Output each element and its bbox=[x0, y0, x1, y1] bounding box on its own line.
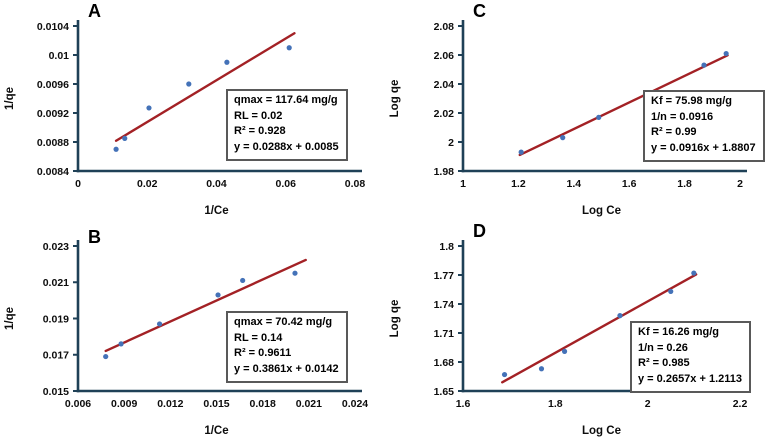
annotation-line-r2: R² = 0.928 bbox=[234, 125, 286, 138]
svg-text:0.021: 0.021 bbox=[43, 277, 69, 289]
annotation-line-rl: RL = 0.14 bbox=[234, 331, 283, 344]
svg-text:Log Ce: Log Ce bbox=[582, 205, 621, 217]
svg-text:Log Ce: Log Ce bbox=[582, 425, 621, 437]
svg-text:2.06: 2.06 bbox=[434, 50, 455, 62]
panel-b-label: B bbox=[88, 227, 101, 247]
panel-c-annotation-box: Kf = 75.98 mg/g 1/n = 0.0916 R² = 0.99 y… bbox=[643, 90, 765, 163]
svg-text:1.4: 1.4 bbox=[566, 178, 581, 190]
annotation-line-equation: y = 0.0288x + 0.0085 bbox=[234, 140, 339, 153]
panel-a-plot: 0.0084 0.0088 0.0092 0.0096 0.01 0.0104 0 0.02 0… bbox=[4, 20, 366, 217]
svg-text:1.98: 1.98 bbox=[434, 166, 455, 178]
svg-text:1.8: 1.8 bbox=[548, 398, 563, 410]
svg-text:2.2: 2.2 bbox=[733, 398, 748, 410]
panel-d-annotation-box: Kf = 16.26 mg/g 1/n = 0.26 R² = 0.985 y … bbox=[630, 321, 751, 394]
svg-text:0.018: 0.018 bbox=[250, 398, 276, 410]
svg-text:0.009: 0.009 bbox=[111, 398, 137, 410]
svg-text:0.023: 0.023 bbox=[43, 241, 69, 253]
svg-text:1.65: 1.65 bbox=[434, 386, 455, 398]
svg-text:2: 2 bbox=[448, 137, 454, 149]
svg-text:0.0088: 0.0088 bbox=[37, 137, 69, 149]
panel-b: 0.015 0.017 0.019 0.021 0.023 0.006 0.009 0.012… bbox=[0, 220, 385, 439]
panel-b-annotation-box: qmax = 70.42 mg/g RL = 0.14 R² = 0.9611 … bbox=[226, 311, 348, 384]
annotation-line-kf: Kf = 16.26 mg/g bbox=[638, 326, 720, 338]
svg-text:0: 0 bbox=[75, 178, 81, 190]
svg-text:0.024: 0.024 bbox=[342, 398, 368, 410]
annotation-line-equation: y = 0.3861x + 0.0142 bbox=[234, 362, 339, 375]
annotation-line-equation: y = 0.0916x + 1.8807 bbox=[651, 141, 756, 154]
svg-text:1.71: 1.71 bbox=[434, 328, 455, 340]
annotation-line-r2: R² = 0.99 bbox=[651, 126, 697, 139]
svg-text:0.01: 0.01 bbox=[49, 50, 70, 62]
svg-text:0.04: 0.04 bbox=[206, 178, 227, 190]
panel-d-label: D bbox=[473, 221, 486, 241]
svg-text:2: 2 bbox=[737, 178, 743, 190]
panel-c-label: C bbox=[473, 1, 486, 21]
svg-text:0.0084: 0.0084 bbox=[37, 166, 69, 178]
panel-d: 1.65 1.68 1.71 1.74 1.77 1.8 1.6 1.8 2 2.2 Log Ce L… bbox=[385, 220, 770, 439]
svg-text:1.6: 1.6 bbox=[622, 178, 637, 190]
svg-text:0.021: 0.021 bbox=[296, 398, 322, 410]
svg-text:1.74: 1.74 bbox=[434, 299, 455, 311]
annotation-line-qmax: qmax = 117.64 mg/g bbox=[234, 94, 338, 106]
svg-text:0.0096: 0.0096 bbox=[37, 79, 69, 91]
panel-b-plot: 0.015 0.017 0.019 0.021 0.023 0.006 0.009 0.012… bbox=[4, 240, 368, 437]
svg-text:0.017: 0.017 bbox=[43, 350, 69, 362]
svg-text:0.0104: 0.0104 bbox=[37, 21, 69, 33]
annotation-line-qmax: qmax = 70.42 mg/g bbox=[234, 316, 333, 328]
svg-text:1/qe: 1/qe bbox=[4, 307, 16, 330]
panel-a-annotation-box: qmax = 117.64 mg/g RL = 0.02 R² = 0.928 … bbox=[226, 89, 348, 162]
svg-text:1: 1 bbox=[460, 178, 466, 190]
svg-text:0.015: 0.015 bbox=[43, 386, 69, 398]
svg-text:0.02: 0.02 bbox=[137, 178, 158, 190]
annotation-line-r2: R² = 0.9611 bbox=[234, 347, 292, 360]
svg-text:1.68: 1.68 bbox=[434, 357, 455, 369]
svg-text:0.08: 0.08 bbox=[345, 178, 366, 190]
svg-text:0.0092: 0.0092 bbox=[37, 108, 69, 120]
svg-text:2.08: 2.08 bbox=[434, 21, 455, 33]
annotation-line-n: 1/n = 0.26 bbox=[638, 341, 688, 354]
svg-text:0.015: 0.015 bbox=[203, 398, 229, 410]
svg-text:1/Ce: 1/Ce bbox=[204, 205, 228, 217]
svg-text:1/qe: 1/qe bbox=[4, 87, 16, 110]
svg-text:0.012: 0.012 bbox=[157, 398, 183, 410]
svg-text:1.8: 1.8 bbox=[677, 178, 692, 190]
svg-text:1.6: 1.6 bbox=[456, 398, 471, 410]
annotation-line-rl: RL = 0.02 bbox=[234, 109, 283, 122]
svg-text:1/Ce: 1/Ce bbox=[204, 425, 228, 437]
panel-a: 0.0084 0.0088 0.0092 0.0096 0.01 0.0104 0 0.02 0… bbox=[0, 0, 385, 219]
svg-text:1.77: 1.77 bbox=[434, 270, 455, 282]
svg-text:0.006: 0.006 bbox=[65, 398, 91, 410]
svg-text:0.019: 0.019 bbox=[43, 313, 69, 325]
annotation-line-r2: R² = 0.985 bbox=[638, 357, 690, 370]
svg-text:2.02: 2.02 bbox=[434, 108, 455, 120]
annotation-line-n: 1/n = 0.0916 bbox=[651, 110, 714, 123]
svg-text:1.2: 1.2 bbox=[511, 178, 526, 190]
svg-text:2.04: 2.04 bbox=[434, 79, 455, 91]
svg-text:Log qe: Log qe bbox=[389, 300, 401, 338]
annotation-line-equation: y = 0.2657x + 1.2113 bbox=[638, 372, 742, 385]
panel-c: 1.98 2 2.02 2.04 2.06 2.08 1 1.2 1.4 1.6 1.8 2 Log C… bbox=[385, 0, 770, 219]
panel-c-plot: 1.98 2 2.02 2.04 2.06 2.08 1 1.2 1.4 1.6 1.8 2 Log C… bbox=[389, 20, 747, 217]
svg-text:Log qe: Log qe bbox=[389, 80, 401, 118]
svg-text:0.06: 0.06 bbox=[276, 178, 297, 190]
annotation-line-kf: Kf = 75.98 mg/g bbox=[651, 95, 733, 107]
panel-a-label: A bbox=[88, 1, 101, 21]
panel-d-plot: 1.65 1.68 1.71 1.74 1.77 1.8 1.6 1.8 2 2.2 Log Ce L… bbox=[389, 240, 748, 437]
svg-text:1.8: 1.8 bbox=[439, 241, 454, 253]
svg-text:2: 2 bbox=[645, 398, 651, 410]
